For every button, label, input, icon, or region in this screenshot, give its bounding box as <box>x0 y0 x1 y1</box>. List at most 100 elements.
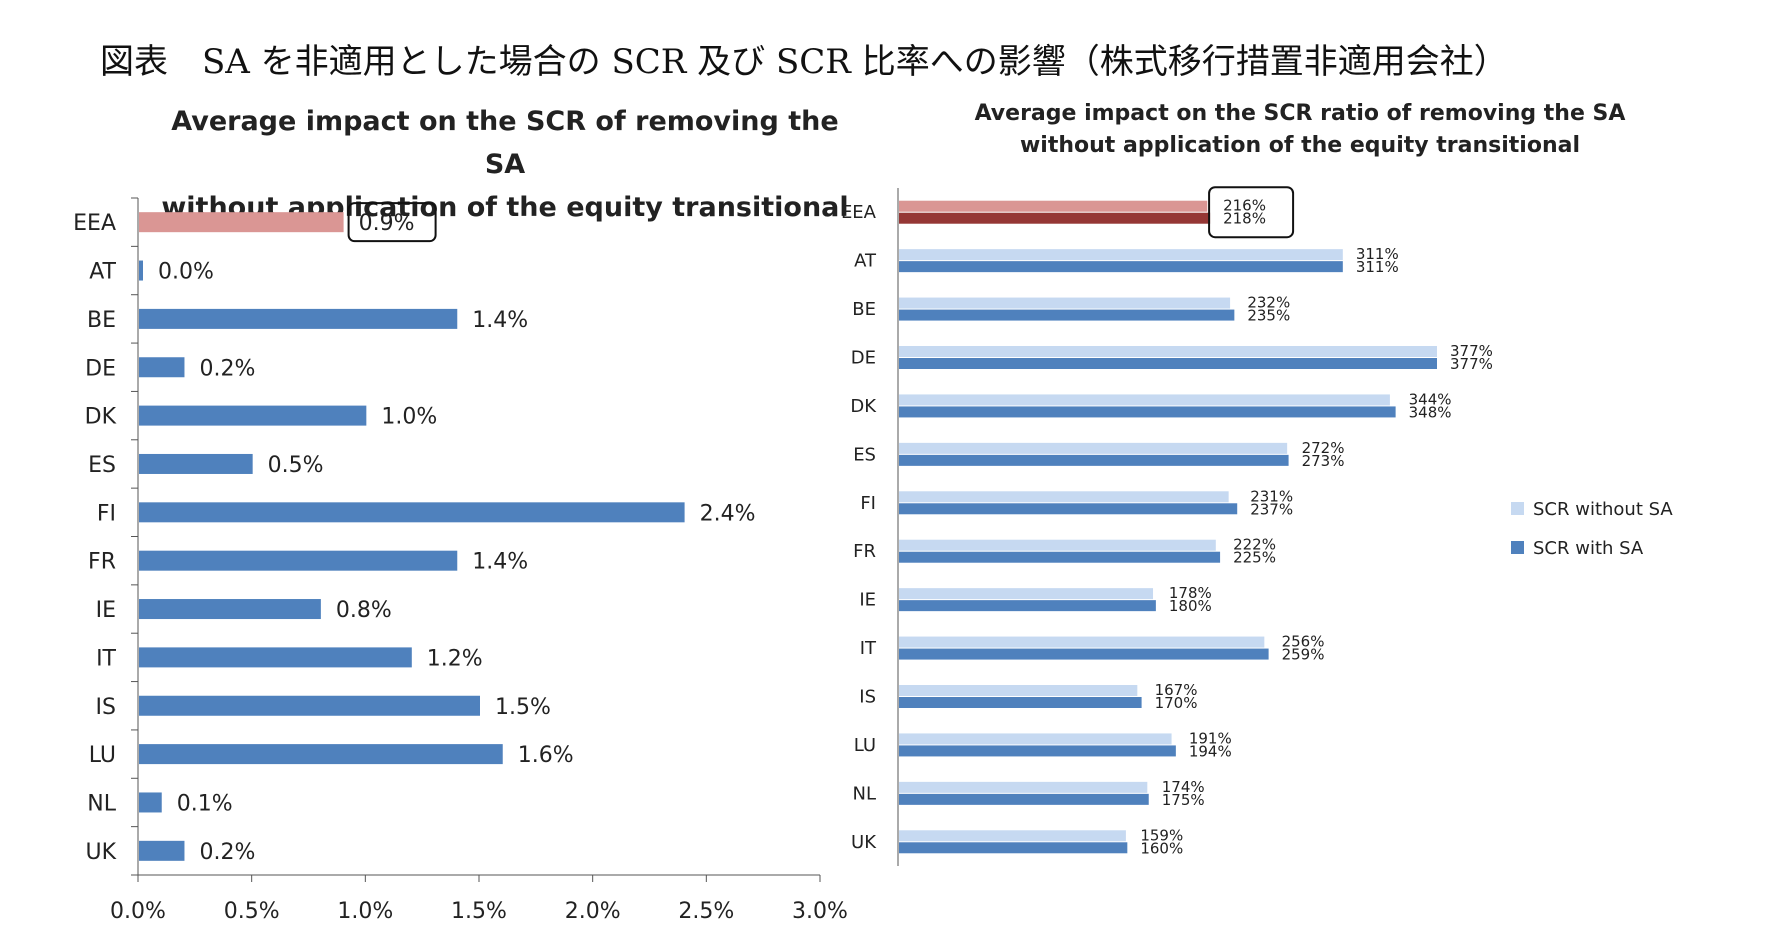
right-value-label-without-sa: 159% <box>1140 826 1183 844</box>
right-chart-title: Average impact on the SCR ratio of remov… <box>905 98 1695 162</box>
left-value-label: 2.4% <box>700 501 756 526</box>
right-chart-title-line-1: Average impact on the SCR ratio of remov… <box>974 101 1626 126</box>
left-value-label: 0.0% <box>158 260 214 285</box>
left-value-label: 0.1% <box>177 791 233 816</box>
right-value-label-with-sa: 180% <box>1169 597 1212 615</box>
right-bar-with-sa <box>899 309 1235 321</box>
left-category-label: FR <box>88 550 116 575</box>
left-x-tick-label: 2.5% <box>678 899 734 924</box>
left-bar <box>139 599 321 620</box>
right-value-label-with-sa: 175% <box>1162 791 1205 809</box>
right-bar-with-sa <box>899 406 1396 418</box>
right-value-label-without-sa: 216% <box>1223 197 1266 215</box>
right-bar-without-sa <box>899 249 1343 261</box>
right-bar-without-sa <box>899 781 1148 793</box>
right-bar-without-sa <box>899 346 1437 357</box>
right-value-label-without-sa: 222% <box>1233 536 1276 554</box>
right-bar-with-sa <box>899 697 1142 708</box>
right-value-label-with-sa: 377% <box>1450 355 1493 373</box>
left-bar <box>139 550 458 571</box>
left-bar <box>139 840 185 861</box>
legend-label-without-sa: SCR without SA <box>1533 499 1673 520</box>
right-bar-chart: EEA 216%218% AT 311%311% BE 232%235% DE 377%377… <box>841 186 1673 866</box>
right-category-label: FI <box>860 493 876 514</box>
right-bar-with-sa <box>899 212 1211 224</box>
right-category-label: AT <box>854 251 877 272</box>
right-bar-with-sa <box>899 793 1149 805</box>
right-category-label: ES <box>853 444 876 465</box>
left-category-label: ES <box>88 453 116 478</box>
right-value-label-with-sa: 273% <box>1302 452 1345 470</box>
left-x-tick-label: 0.0% <box>110 899 166 924</box>
right-value-label-with-sa: 259% <box>1282 646 1325 664</box>
right-bar-without-sa <box>899 539 1216 551</box>
right-value-label-with-sa: 218% <box>1223 210 1266 228</box>
left-bar <box>139 695 480 716</box>
left-bar <box>139 792 162 813</box>
right-value-label-with-sa: 348% <box>1409 403 1452 421</box>
right-category-label: BE <box>852 299 876 320</box>
left-value-label: 0.8% <box>336 598 392 623</box>
right-bar-with-sa <box>899 600 1156 612</box>
right-category-label: NL <box>853 783 877 804</box>
right-value-label-without-sa: 272% <box>1302 439 1345 457</box>
left-value-label: 1.2% <box>427 646 483 671</box>
right-value-label-without-sa: 191% <box>1189 729 1232 747</box>
left-value-label: 0.5% <box>268 453 324 478</box>
left-value-label: 1.0% <box>381 405 437 430</box>
right-bar-without-sa <box>899 636 1265 648</box>
right-value-label-without-sa: 377% <box>1450 342 1493 360</box>
legend-label-with-sa: SCR with SA <box>1533 538 1644 559</box>
legend-swatch-without-sa <box>1511 502 1524 515</box>
right-bar-without-sa <box>899 491 1229 503</box>
right-chart-title-line-2: without application of the equity transi… <box>1019 133 1581 158</box>
left-x-tick-label: 2.0% <box>565 899 621 924</box>
right-value-label-with-sa: 194% <box>1189 742 1232 760</box>
left-category-label: NL <box>87 791 116 816</box>
right-value-label-without-sa: 311% <box>1356 245 1399 263</box>
right-category-label: IT <box>860 638 877 659</box>
right-value-label-with-sa: 170% <box>1155 694 1198 712</box>
left-value-label: 0.2% <box>199 356 255 381</box>
left-bar-chart: 0.0% 0.5% 1.0% 1.5% 2.0% 2.5% 3.0% EEA 0.9% AT 0.0… <box>73 197 848 924</box>
right-highlight-box <box>1208 186 1295 239</box>
right-category-label: FR <box>853 541 876 562</box>
right-value-label-with-sa: 235% <box>1247 307 1290 325</box>
left-highlight-box <box>347 202 437 243</box>
right-value-label-without-sa: 232% <box>1247 294 1290 312</box>
right-category-label: IE <box>859 590 876 611</box>
left-value-label: 1.4% <box>472 308 528 333</box>
left-value-label: 1.6% <box>518 743 574 768</box>
left-value-label: 1.5% <box>495 695 551 720</box>
left-category-label: DE <box>85 356 116 381</box>
right-bar-with-sa <box>899 842 1128 854</box>
left-category-label: AT <box>89 260 116 285</box>
right-value-label-with-sa: 160% <box>1140 839 1183 857</box>
left-bar <box>139 647 412 668</box>
right-category-label: DK <box>850 396 877 417</box>
left-category-label: EEA <box>73 211 116 236</box>
left-bar <box>139 357 185 378</box>
right-bar-without-sa <box>899 200 1208 212</box>
left-x-tick-label: 1.0% <box>337 899 393 924</box>
left-category-label: DK <box>85 405 117 430</box>
right-bar-with-sa <box>899 648 1269 660</box>
right-value-label-with-sa: 225% <box>1233 549 1276 567</box>
right-bar-with-sa <box>899 551 1221 563</box>
right-bar-with-sa <box>899 358 1437 369</box>
right-value-label-without-sa: 178% <box>1169 584 1212 602</box>
left-category-label: FI <box>97 501 116 526</box>
left-bar <box>139 308 458 329</box>
right-category-label: DE <box>851 348 876 369</box>
right-value-label-without-sa: 231% <box>1250 487 1293 505</box>
right-value-label-without-sa: 174% <box>1162 778 1205 796</box>
right-bar-without-sa <box>899 394 1390 406</box>
left-category-label: BE <box>87 308 116 333</box>
left-category-label: UK <box>85 840 116 865</box>
right-bar-without-sa <box>899 297 1231 309</box>
right-category-label: EEA <box>841 202 877 223</box>
right-bar-without-sa <box>899 588 1154 600</box>
right-bar-without-sa <box>899 830 1126 842</box>
legend-swatch-with-sa <box>1511 541 1524 554</box>
